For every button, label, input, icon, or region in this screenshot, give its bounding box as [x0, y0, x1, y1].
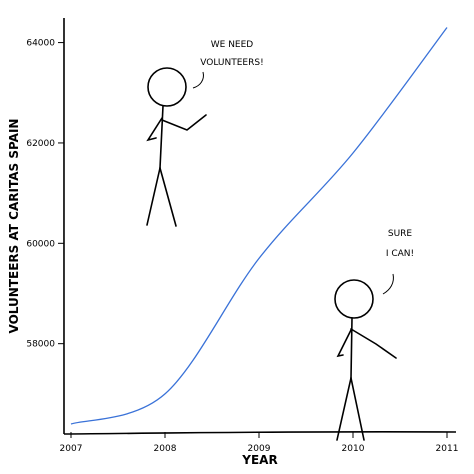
stick-figure-right-body	[350, 317, 353, 379]
stick-figure-right	[334, 279, 397, 441]
y-ticks: 58000 60000 62000 64000	[26, 39, 64, 350]
stick-figure-left-leg-left	[146, 167, 161, 226]
stick-figure-left-body	[159, 105, 164, 169]
stick-figure-right-arm-right	[350, 328, 397, 359]
speech-right-line-1: SURE	[388, 229, 413, 239]
stick-figure-right-leg-right	[350, 377, 365, 441]
stick-figure-left-arm-right	[161, 114, 207, 131]
x-tick-label: 2010	[342, 444, 365, 454]
stick-figure-left	[146, 67, 207, 227]
x-axis-label: YEAR	[241, 453, 277, 467]
stick-figure-left-head	[147, 67, 187, 107]
speech-tick-right	[382, 273, 394, 295]
y-tick-label: 62000	[26, 139, 55, 149]
x-tick-label: 2009	[248, 444, 271, 454]
y-tick-label: 58000	[26, 340, 55, 350]
stick-figure-right-leg-left	[336, 377, 352, 441]
x-tick-label: 2007	[60, 444, 83, 454]
stick-figure-left-leg-right	[159, 167, 177, 227]
series-line	[70, 27, 448, 425]
y-axis-label: VOLUNTEERS AT CARITAS SPAIN	[7, 119, 21, 334]
speech-tick-left	[192, 71, 204, 89]
y-tick-label: 64000	[26, 39, 55, 49]
stick-figure-right-arm-left	[336, 329, 352, 358]
speech-left-line-1: WE NEED	[211, 40, 254, 50]
x-axis-line	[63, 430, 457, 435]
stick-figure-right-head	[334, 279, 374, 319]
stick-figure-left-arm-left	[146, 117, 163, 142]
speech-left-line-2: VOLUNTEERS!	[200, 58, 263, 68]
x-tick-label: 2011	[436, 444, 459, 454]
x-tick-label: 2008	[154, 444, 177, 454]
speech-right-line-2: I CAN!	[386, 249, 414, 259]
y-tick-label: 60000	[26, 239, 55, 249]
x-ticks: 2007 2008 2009 2010 2011	[60, 432, 459, 454]
